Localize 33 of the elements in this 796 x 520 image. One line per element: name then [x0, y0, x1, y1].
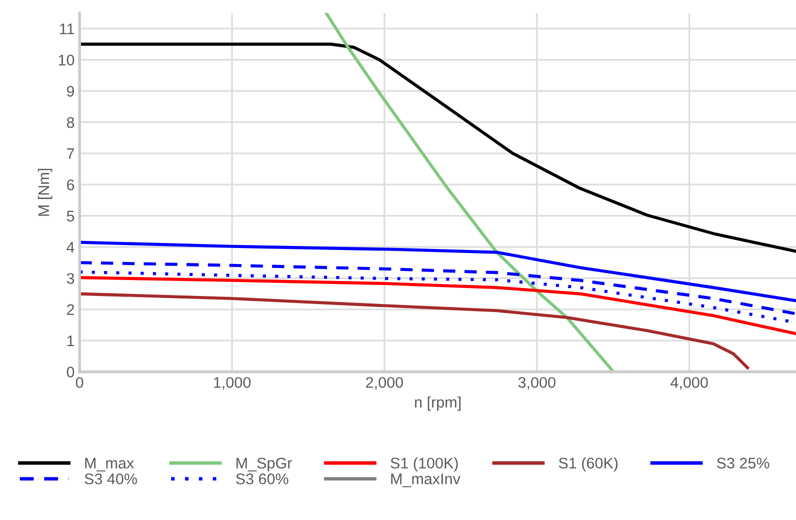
- line-series: [80, 292, 750, 370]
- legend-label: S3 40%: [84, 473, 137, 484]
- legend-label: S3 60%: [236, 473, 288, 484]
- x-tick-label: 0: [76, 377, 84, 388]
- x-axis-title: n [rpm]: [415, 396, 460, 411]
- y-tick-label: 8: [66, 117, 74, 128]
- y-tick-label: 6: [67, 179, 74, 190]
- x-tick-label: 4,000: [670, 377, 708, 390]
- y-tick-label: 1: [67, 336, 74, 346]
- legend-label: S3 25%: [716, 458, 770, 469]
- y-tick-label: 4: [66, 242, 74, 253]
- legend-label: S1 (100K): [390, 457, 458, 472]
- y-tick-label: 5: [66, 210, 74, 222]
- x-tick-label: 1,000: [214, 377, 251, 390]
- line-series: [80, 240, 796, 302]
- y-tick-label: 10: [58, 54, 74, 66]
- x-tick-label: 3,000: [518, 377, 556, 390]
- line-series: [80, 42, 796, 253]
- y-tick-label: 11: [60, 24, 74, 34]
- legend-label: S1 (60K): [558, 457, 618, 472]
- y-tick-label: 3: [66, 273, 74, 284]
- y-tick-label: 0: [66, 366, 74, 378]
- legend-label: M_SpGr: [236, 458, 292, 472]
- legend-label: M_max: [85, 458, 134, 472]
- line-series: [324, 13, 615, 372]
- y-tick-label: 7: [67, 148, 74, 159]
- line-series: [80, 276, 796, 336]
- legend-label: M_maxInv: [391, 474, 460, 488]
- y-axis-title: M [Nm]: [38, 168, 52, 216]
- line-series: [80, 261, 796, 316]
- y-tick-label: 9: [66, 86, 74, 97]
- x-tick-label: 2,000: [366, 377, 403, 390]
- y-tick-label: 2: [67, 304, 74, 315]
